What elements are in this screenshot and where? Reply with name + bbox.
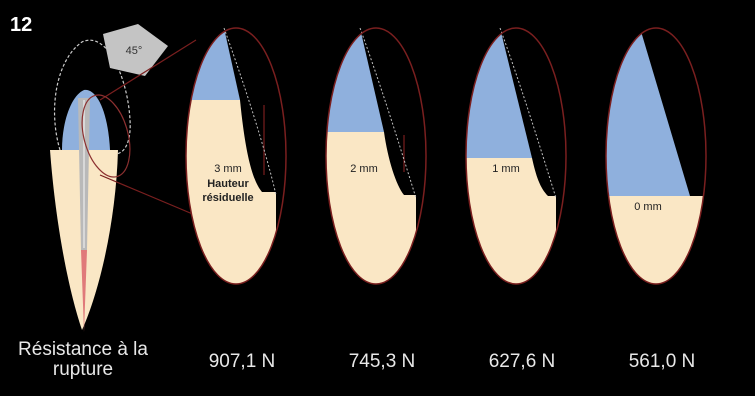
force-value-2: 745,3 N [348, 351, 416, 372]
specimen-4-blue [606, 28, 690, 196]
crown-outline [53, 39, 131, 155]
specimen-1-blue [186, 28, 240, 110]
specimen-2: 2 mm [325, 27, 427, 285]
figure-number: 12 [10, 14, 33, 36]
specimen-4-outline [605, 27, 707, 285]
specimen-1-dentin [186, 100, 276, 284]
specimen-2-outline [325, 27, 427, 285]
specimen-4-height-label: 0 mm [634, 201, 662, 213]
specimen-3-height-label: 1 mm [492, 163, 520, 175]
root-canal [81, 250, 87, 332]
specimen-1-extra-label-2: résiduelle [202, 192, 253, 204]
force-value-4: 561,0 N [628, 351, 696, 372]
specimen-1-margin [223, 27, 277, 196]
specimen-1-height-label: 3 mm [214, 163, 242, 175]
angle-label: 45° [126, 45, 143, 57]
force-value-1: 907,1 N [208, 351, 276, 372]
zoom-lines [81, 39, 197, 216]
specimen-2-dentin [326, 132, 416, 284]
specimen-4: 0 mm [605, 27, 707, 285]
specimen-3-blue [466, 28, 532, 166]
angle-badge: 45° [103, 24, 168, 76]
tooth-section [50, 39, 131, 332]
specimen-2-height-label: 2 mm [350, 163, 378, 175]
fracture-resistance-label: Résistance à la rupture [18, 339, 148, 380]
specimen-1-outline [185, 27, 287, 285]
specimen-1-extra-label-1: Hauteur [207, 178, 249, 190]
specimen-3-outline [465, 27, 567, 285]
specimen-1: 3 mm Hauteur résiduelle [185, 27, 287, 285]
specimen-3: 1 mm [465, 27, 567, 285]
force-value-3: 627,6 N [488, 351, 556, 372]
specimen-3-dentin [466, 158, 556, 284]
